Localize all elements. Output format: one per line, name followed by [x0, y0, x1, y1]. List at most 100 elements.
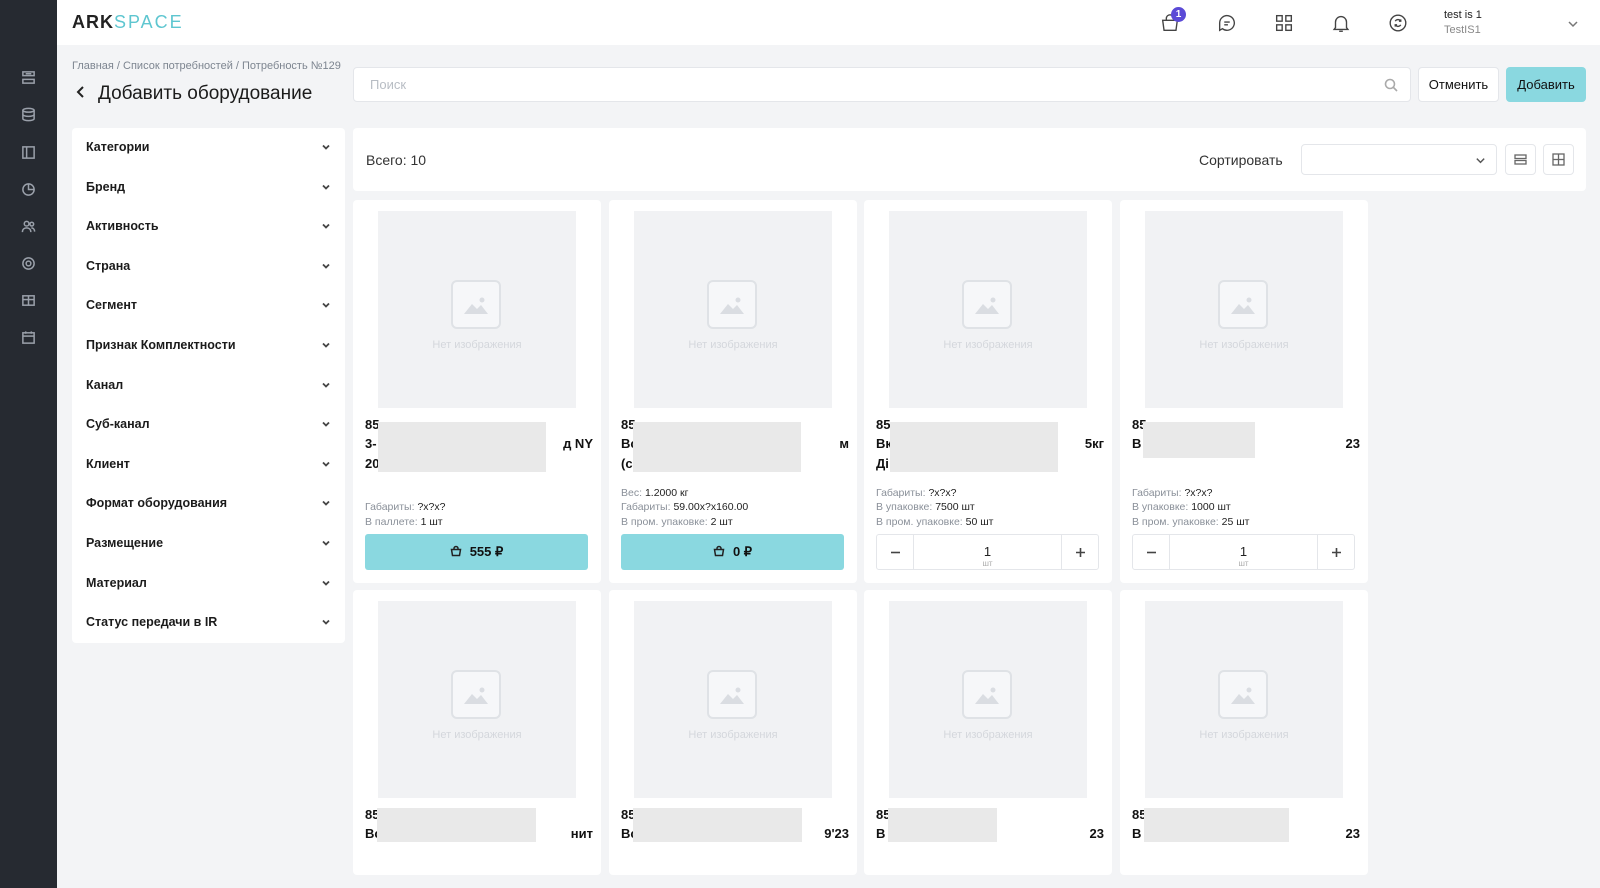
filter-item[interactable]: Формат оборудования — [86, 493, 331, 513]
product-code: 85 — [621, 417, 636, 432]
database-icon[interactable] — [20, 106, 37, 123]
decrement-button[interactable] — [1133, 535, 1169, 569]
filter-item[interactable]: Страна — [86, 256, 331, 276]
chevron-down-icon — [1476, 158, 1485, 164]
filter-label: Страна — [86, 258, 131, 273]
filter-label: Бренд — [86, 179, 126, 194]
search-icon[interactable] — [1384, 78, 1398, 97]
cart-icon[interactable]: 1 — [1159, 7, 1186, 34]
filter-label: Материал — [86, 575, 147, 590]
product-spec: Габариты: ?x?x? — [876, 487, 956, 499]
spec-value: 25 шт — [1221, 515, 1250, 528]
product-image-placeholder: Нет изображения — [634, 601, 832, 798]
product-image-placeholder: Нет изображения — [378, 601, 576, 798]
chevron-down-icon — [322, 184, 330, 190]
users-icon[interactable] — [20, 218, 37, 235]
settings-icon[interactable] — [20, 255, 37, 272]
product-card[interactable]: Нет изображения 85 3- д NY 20 Габариты: ?x?x?… — [353, 200, 601, 583]
quantity-input[interactable]: 1 шт — [1169, 535, 1318, 569]
add-to-cart-button[interactable]: 555 ₽ — [365, 534, 588, 570]
results-total: Всего: 10 — [366, 152, 427, 168]
redacted-area — [378, 422, 546, 472]
results-toolbar: Всего: 10 Сортировать — [353, 128, 1586, 191]
product-spec: В упаковке: 1000 шт — [1132, 501, 1231, 513]
product-spec: Габариты: ?x?x? — [1132, 487, 1212, 499]
product-spec: В пром. упаковке: 2 шт — [621, 516, 733, 528]
product-name[interactable]: В 23 — [876, 824, 1104, 844]
product-card[interactable]: Нет изображения 85 Вс м (с Вес: 1.2000 кг Габа… — [609, 200, 857, 583]
filter-item[interactable]: Бренд — [86, 177, 331, 197]
spec-label: Вес: — [621, 486, 645, 499]
decrement-button[interactable] — [877, 535, 913, 569]
filter-item[interactable]: Клиент — [86, 454, 331, 474]
product-name-part: 20 — [365, 456, 380, 471]
increment-button[interactable] — [1062, 535, 1098, 569]
filter-item[interactable]: Суб-канал — [86, 414, 331, 434]
search-input[interactable] — [354, 68, 1410, 101]
filter-item[interactable]: Категории — [86, 137, 331, 157]
product-spec: В паллете: 1 шт — [365, 516, 443, 528]
product-card[interactable]: Нет изображения 85 В 23 Габариты: ?x?x? В упа… — [1120, 200, 1368, 583]
back-arrow-icon[interactable] — [74, 85, 88, 104]
product-name[interactable]: 3- д NY 20 — [365, 434, 593, 474]
filter-item[interactable]: Статус передачи в IR — [86, 612, 331, 632]
add-button[interactable]: Добавить — [1506, 67, 1586, 102]
chevron-down-icon[interactable] — [1567, 17, 1579, 29]
list-view-button[interactable] — [1505, 144, 1536, 175]
product-card[interactable]: Нет изображения 85 В 23 — [864, 590, 1112, 875]
bell-icon[interactable] — [1330, 12, 1352, 34]
spec-value: ?x?x? — [928, 486, 957, 499]
product-code: 85 — [365, 417, 380, 432]
product-name[interactable]: В 23 — [1132, 824, 1360, 844]
calendar-icon[interactable] — [20, 329, 37, 346]
quantity-stepper: 1 шт — [1132, 534, 1355, 570]
product-name-part: 23 — [1345, 436, 1360, 451]
layout-icon[interactable] — [20, 144, 37, 161]
price-label: 0 ₽ — [732, 544, 753, 559]
redacted-area — [888, 808, 997, 842]
spec-value: 1.2000 кг — [644, 486, 689, 499]
product-card[interactable]: Нет изображения 85 Вк 5кг Ді Габариты: ?x?x? В… — [864, 200, 1112, 583]
product-name-part: м — [839, 436, 849, 451]
image-placeholder-icon — [1218, 670, 1268, 719]
chat-icon[interactable] — [1216, 12, 1238, 34]
filter-item[interactable]: Материал — [86, 573, 331, 593]
filter-item[interactable]: Канал — [86, 375, 331, 395]
no-image-label: Нет изображения — [943, 729, 1033, 741]
product-name[interactable]: Вк 5кг Ді — [876, 434, 1104, 474]
breadcrumb[interactable]: Главная / Список потребностей / Потребно… — [72, 60, 341, 72]
spec-label: В паллете: — [365, 515, 421, 528]
product-card[interactable]: Нет изображения 85 В 23 — [1120, 590, 1368, 875]
spec-value: 50 шт — [965, 515, 994, 528]
filter-item[interactable]: Размещение — [86, 533, 331, 553]
no-image-label: Нет изображения — [943, 339, 1033, 351]
sort-select[interactable] — [1301, 144, 1497, 175]
no-image-label: Нет изображения — [688, 729, 778, 741]
filter-label: Формат оборудования — [86, 496, 228, 511]
filter-item[interactable]: Активность — [86, 216, 331, 236]
list-icon[interactable] — [20, 69, 37, 86]
app-logo[interactable]: ARKSPACE — [72, 12, 184, 32]
sync-icon[interactable] — [1387, 12, 1409, 34]
filter-item[interactable]: Признак Комплектности — [86, 335, 331, 355]
filter-item[interactable]: Сегмент — [86, 295, 331, 315]
product-code: 85 — [1132, 417, 1147, 432]
pie-chart-icon[interactable] — [20, 181, 37, 198]
increment-button[interactable] — [1318, 535, 1354, 569]
product-code: 85 — [876, 417, 891, 432]
grid-view-button[interactable] — [1543, 144, 1574, 175]
product-card[interactable]: Нет изображения 85 Вс нит — [353, 590, 601, 875]
table-icon[interactable] — [20, 292, 37, 309]
filter-label: Признак Комплектности — [86, 338, 236, 352]
sort-label: Сортировать — [1199, 152, 1283, 168]
chevron-down-icon — [322, 263, 330, 269]
user-name[interactable]: test is 1 — [1444, 9, 1482, 21]
apps-grid-icon[interactable] — [1273, 12, 1295, 34]
product-card[interactable]: Нет изображения 85 Вс 9'23 — [609, 590, 857, 875]
redacted-area — [633, 808, 802, 842]
product-name[interactable]: В 23 — [1132, 434, 1360, 454]
image-placeholder-icon — [451, 670, 501, 719]
quantity-input[interactable]: 1 шт — [913, 535, 1062, 569]
add-to-cart-button[interactable]: 0 ₽ — [621, 534, 844, 570]
cancel-button[interactable]: Отменить — [1418, 67, 1499, 102]
